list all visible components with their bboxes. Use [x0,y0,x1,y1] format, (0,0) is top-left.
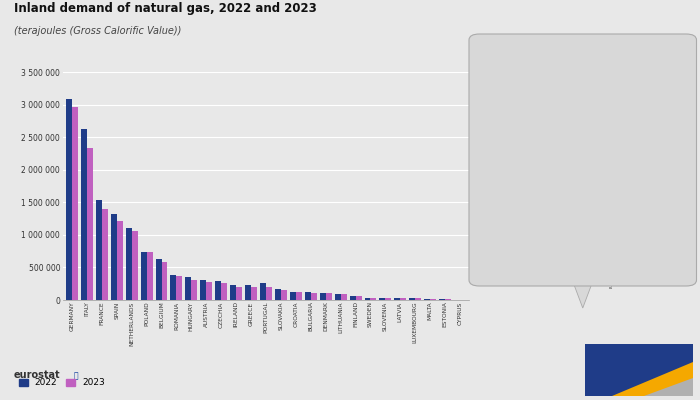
Bar [365,298,370,300]
Legend: 2022, 2023: 2022, 2023 [18,378,106,388]
Bar [126,228,132,300]
Bar [551,196,558,256]
Bar [81,129,87,300]
Bar [533,126,540,256]
Bar [430,299,436,300]
Bar [304,292,311,300]
Bar [386,298,391,300]
Bar [640,228,647,256]
Bar [370,298,377,300]
Bar [200,280,206,300]
Bar [281,290,287,300]
Polygon shape [584,344,693,396]
Bar [611,208,618,256]
Bar [155,259,162,300]
Bar [504,26,511,256]
Bar [146,252,153,300]
Bar [191,280,197,300]
Bar [558,192,565,256]
Bar [230,285,236,300]
Bar [326,292,332,300]
Text: (terajoules (Gross Calorific Value)): (terajoules (Gross Calorific Value)) [14,26,181,36]
Bar [72,106,78,300]
Polygon shape [612,362,693,396]
Bar [296,292,302,300]
Bar [141,252,146,300]
Bar [445,299,451,300]
Bar [594,196,601,256]
Bar [87,148,93,300]
Bar [522,70,529,256]
Bar [622,224,629,256]
Bar [266,287,272,300]
Bar [111,214,117,300]
Bar [236,287,242,300]
Bar [604,202,611,256]
Bar [356,296,361,300]
Bar [497,46,504,256]
Bar [221,283,228,300]
Bar [379,298,386,300]
Bar [587,192,594,256]
Bar [117,221,122,300]
Bar [400,298,406,300]
Bar [568,190,575,256]
Bar [658,244,665,256]
Text: Inland demand of natural gas, 2022 and 2023: Inland demand of natural gas, 2022 and 2… [14,2,316,15]
Bar [275,289,281,300]
Bar [251,287,257,300]
Bar [320,293,326,300]
Bar [410,298,415,300]
Bar [311,292,316,300]
Bar [171,275,176,300]
Bar [176,276,183,300]
Bar [665,246,672,256]
Bar [162,262,167,300]
Text: Ⓞ: Ⓞ [74,371,78,380]
Bar [102,209,108,300]
Text: eurostat: eurostat [14,370,61,380]
Bar [629,226,636,256]
Bar [540,132,547,256]
Bar [439,299,445,300]
Bar [341,294,346,300]
Bar [290,292,296,300]
Bar [66,99,72,300]
Bar [186,276,191,300]
Bar [335,294,341,300]
Bar [260,283,266,300]
Bar [206,282,212,300]
Bar [515,76,522,256]
Bar [575,196,582,256]
Polygon shape [644,378,693,396]
Bar [96,200,101,300]
Bar [132,231,138,300]
Bar [245,285,251,300]
Bar [349,296,356,300]
Bar [415,298,421,300]
Bar [394,298,400,300]
Bar [647,232,654,256]
Bar [424,299,430,300]
Bar [216,281,221,300]
